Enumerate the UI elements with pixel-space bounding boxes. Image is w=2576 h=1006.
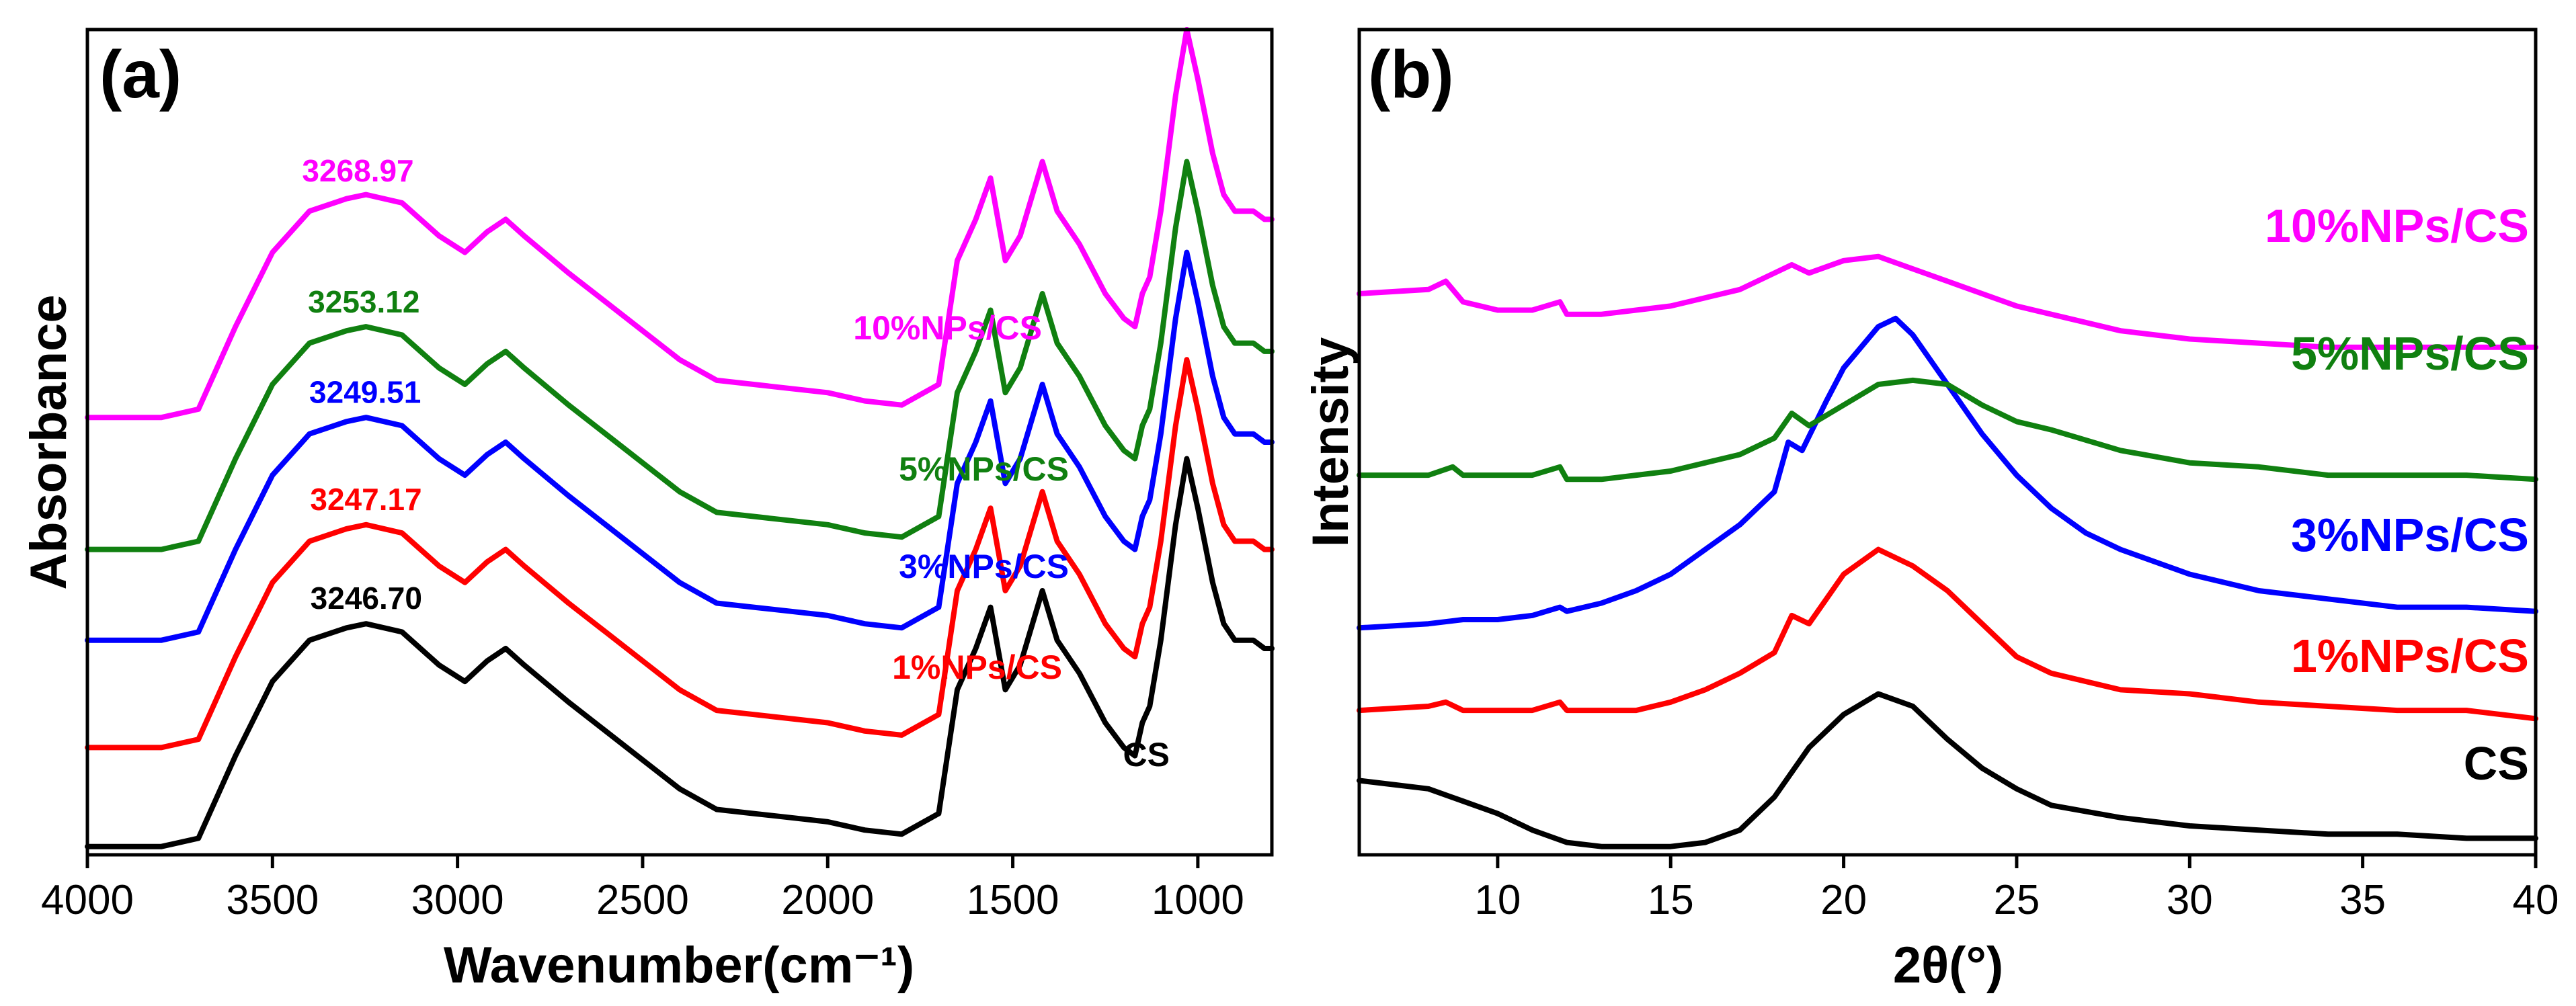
panel-a-series-label-1-nps-cs: 1%NPs/CS: [892, 648, 1062, 686]
panel-b-frame: [1357, 28, 2538, 857]
panel-b-x-ticks: 10 15 20 25 30 35 40: [1474, 855, 2559, 923]
panel-a-x-tick-label: 3000: [411, 877, 504, 923]
panel-a-x-tick-label: 4000: [41, 877, 134, 923]
panel-b-series-10-nps-cs: [1357, 253, 2538, 350]
panel-b-series-1-nps-cs: [1357, 546, 2538, 722]
panel-a-peak-label-1-nps-cs: 3247.17: [310, 482, 421, 517]
panel-b-series-label-1-nps-cs: 1%NPs/CS: [2291, 630, 2529, 682]
panel-b-series-labels: CS 1%NPs/CS 3%NPs/CS 5%NPs/CS 10%NPs/CS: [2265, 200, 2529, 790]
panel-b-x-tick-label: 35: [2339, 877, 2386, 923]
panel-a-x-tick-label: 1000: [1152, 877, 1244, 923]
panel-a-ftir: CS 3246.70 1%NPs/CS 3247.17 3%NPs/CS 3249.51 5…: [20, 27, 1275, 994]
panel-a-series-label-5-nps-cs: 5%NPs/CS: [899, 450, 1069, 488]
panel-b-series-label-cs: CS: [2464, 737, 2529, 790]
panel-b-series-3-nps-cs: [1357, 315, 2538, 631]
panel-b-x-tick-label: 15: [1648, 877, 1694, 923]
panel-a-series-label-cs: CS: [1123, 736, 1170, 773]
panel-b-x-tick-label: 40: [2513, 877, 2559, 923]
panel-a-traces: [85, 27, 1275, 849]
panel-a-x-ticks: 4000 3500 3000 2500 2000 1500 1000: [41, 855, 1244, 923]
panel-b-x-tick-label: 30: [2167, 877, 2213, 923]
panel-b-series-label-5-nps-cs: 5%NPs/CS: [2291, 327, 2529, 380]
panel-a-peak-label-5-nps-cs: 3253.12: [308, 284, 419, 319]
panel-b-series-5-nps-cs: [1357, 377, 2538, 483]
panel-b-series-label-3-nps-cs: 3%NPs/CS: [2291, 509, 2529, 561]
panel-a-peak-label-cs: 3246.70: [311, 581, 422, 616]
panel-b-xrd: CS 1%NPs/CS 3%NPs/CS 5%NPs/CS 10%NPs/CS 10 15…: [1302, 28, 2559, 994]
panel-a-frame: [85, 28, 1274, 857]
panel-a-x-tick-label: 3500: [226, 877, 319, 923]
panel-a-x-tick-label: 2000: [781, 877, 874, 923]
panel-b-y-axis-title: Intensity: [1302, 337, 1359, 548]
panel-a-x-tick-label: 1500: [967, 877, 1059, 923]
panel-a-series-label-10-nps-cs: 10%NPs/CS: [853, 309, 1042, 347]
panel-b-x-tick-label: 10: [1474, 877, 1521, 923]
panel-b-series-cs: [1357, 691, 2538, 849]
panel-a-series-3-nps-cs: [85, 249, 1275, 643]
panel-a-peak-label-10-nps-cs: 3268.97: [302, 153, 413, 188]
panel-b-x-axis-title: 2θ(°): [1893, 937, 2003, 994]
panel-a-series-5-nps-cs: [85, 159, 1275, 552]
panel-a-series-1-nps-cs: [85, 357, 1275, 751]
panel-b-x-tick-label: 20: [1820, 877, 1867, 923]
panel-b-x-tick-label: 25: [1993, 877, 2040, 923]
panel-b-series-label-10-nps-cs: 10%NPs/CS: [2265, 200, 2529, 252]
panel-a-x-axis-title: Wavenumber(cm⁻¹): [444, 937, 914, 994]
panel-a-series-labels: CS 3246.70 1%NPs/CS 3247.17 3%NPs/CS 3249.51 5…: [302, 153, 1170, 773]
panel-a-label: (a): [99, 37, 182, 112]
panel-a-y-axis-title: Absorbance: [20, 294, 77, 589]
panel-b-label: (b): [1368, 37, 1454, 112]
panel-a-series-label-3-nps-cs: 3%NPs/CS: [899, 548, 1069, 585]
panel-a-peak-label-3-nps-cs: 3249.51: [309, 375, 421, 410]
panel-a-series-cs: [85, 456, 1275, 849]
panel-b-traces: [1357, 253, 2538, 849]
panel-a-x-tick-label: 2500: [596, 877, 689, 923]
panel-a-series-10-nps-cs: [85, 27, 1275, 421]
